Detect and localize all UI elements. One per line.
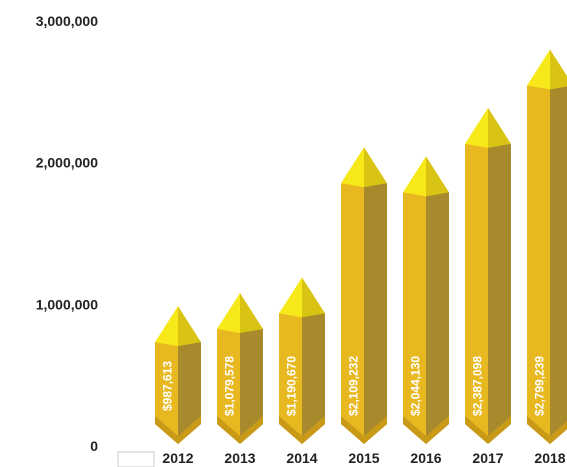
- bar-side: [488, 143, 511, 444]
- bar-side: [178, 342, 201, 444]
- bar-top-right: [364, 147, 387, 188]
- bar-bottom-point: [217, 416, 263, 444]
- bar-bottom-point: [279, 416, 325, 444]
- y-tick-label: 1,000,000: [36, 296, 98, 312]
- x-tick-label: 2016: [410, 450, 441, 466]
- x-axis: 2012 2013 2014 2015 2016 2017 2018: [117, 450, 566, 467]
- bars: $987,613 $1,079,578 $1,190,670 $2,109,232 $2…: [155, 49, 567, 445]
- x-tick-label: 2018: [534, 450, 565, 466]
- bar-top-left: [341, 147, 364, 188]
- x-tick-label: 2017: [472, 450, 503, 466]
- bar-face: [403, 192, 426, 444]
- bar-top-right: [426, 156, 449, 197]
- data-label: $1,079,578: [223, 356, 237, 416]
- bar-side: [364, 183, 387, 444]
- bar-2018: $2,799,239: [527, 49, 567, 445]
- bar-face: [527, 85, 550, 445]
- bar-2017: $2,387,098: [465, 107, 511, 444]
- y-axis: 0 1,000,000 2,000,000 3,000,000: [36, 13, 99, 454]
- bar-side: [302, 313, 325, 444]
- bar-top-left: [465, 107, 488, 148]
- data-label: $1,190,670: [285, 356, 299, 416]
- bar-side: [240, 329, 263, 444]
- bar-top-right: [488, 107, 511, 148]
- x-tick-label: 2014: [286, 450, 317, 466]
- bar-top-left: [217, 293, 240, 334]
- y-tick-label: 3,000,000: [36, 13, 98, 29]
- bar-face: [465, 143, 488, 444]
- x-tick-label: 2015: [348, 450, 379, 466]
- data-label: $2,799,239: [533, 356, 547, 416]
- axis-corner-box: [117, 451, 155, 467]
- bar-top-left: [403, 156, 426, 197]
- bar-2015: $2,109,232: [341, 147, 387, 444]
- y-tick-label: 2,000,000: [36, 155, 98, 171]
- bar-face: [279, 313, 302, 444]
- bar-2014: $1,190,670: [279, 277, 325, 444]
- data-label: $2,387,098: [471, 356, 485, 416]
- bar-2016: $2,044,130: [403, 156, 449, 444]
- bar-side: [550, 85, 567, 444]
- bar-top-right: [178, 306, 201, 347]
- bar-top-left: [155, 306, 178, 347]
- bar-face: [341, 183, 364, 444]
- data-label: $2,109,232: [347, 356, 361, 416]
- bar-face: [155, 342, 178, 444]
- bar-side: [426, 192, 449, 444]
- data-label: $2,044,130: [409, 356, 423, 416]
- bar-bottom-point: [403, 416, 449, 444]
- bar-2012: $987,613: [155, 306, 201, 444]
- x-tick-label: 2013: [224, 450, 255, 466]
- data-label: $987,613: [161, 361, 175, 411]
- bar-top-left: [279, 277, 302, 318]
- bar-bottom-point: [465, 416, 511, 444]
- bar-top-right: [550, 49, 567, 90]
- bar-bottom-point: [527, 416, 567, 444]
- y-tick-label: 0: [90, 438, 98, 454]
- bar-bottom-point: [341, 416, 387, 444]
- bar-face: [217, 329, 240, 444]
- bar-bottom-point: [155, 416, 201, 444]
- bar-top-right: [240, 293, 263, 334]
- x-tick-label: 2012: [162, 450, 193, 466]
- bar-top-right: [302, 277, 325, 318]
- bar-2013: $1,079,578: [217, 293, 263, 444]
- bar-top-left: [527, 49, 550, 90]
